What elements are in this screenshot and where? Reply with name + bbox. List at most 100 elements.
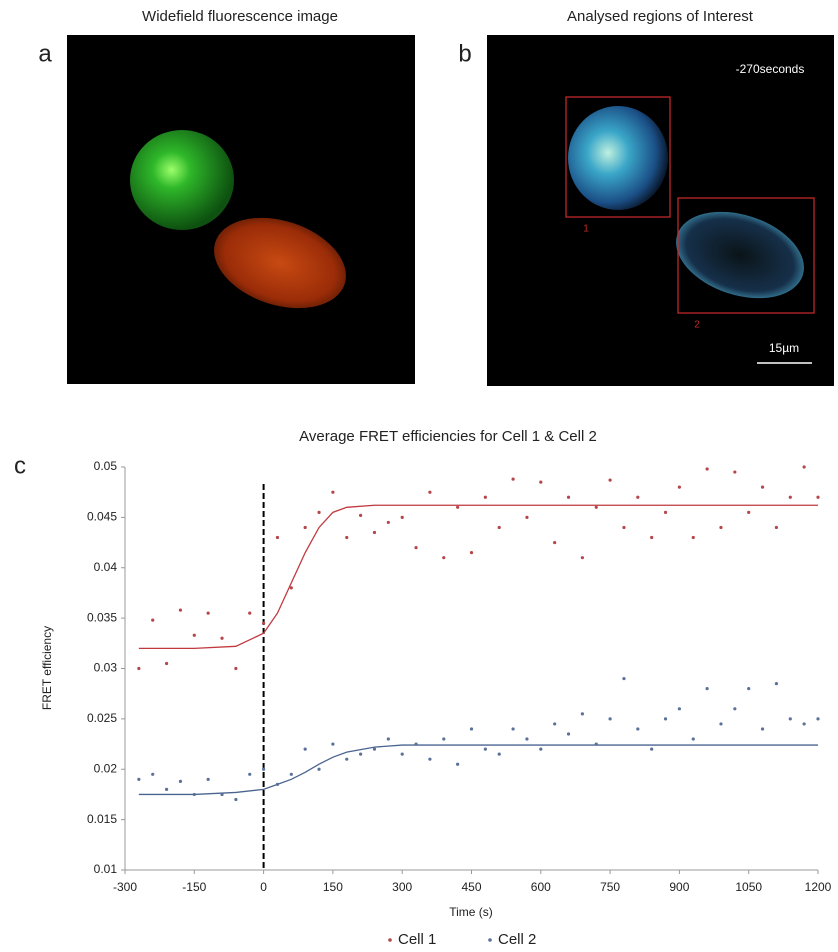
data-point [359, 513, 363, 517]
data-point [802, 722, 806, 726]
fit-line [138, 744, 818, 796]
data-point [234, 666, 238, 671]
x-tick-label: 900 [669, 880, 689, 894]
y-tick-label: 0.01 [94, 862, 118, 876]
data-point [469, 551, 474, 555]
data-point [331, 742, 335, 746]
legend-marker [388, 938, 392, 942]
legend-label: Cell 2 [498, 931, 536, 948]
x-axis-title: Time (s) [449, 905, 493, 919]
data-point [719, 525, 723, 530]
data-point [497, 752, 501, 756]
data-point [580, 556, 584, 560]
y-tick-label: 0.015 [87, 812, 117, 826]
data-point [594, 505, 598, 509]
data-point [691, 737, 695, 741]
timestamp: -270seconds [736, 62, 805, 76]
data-point [428, 757, 432, 761]
data-point [622, 525, 626, 530]
legend-label: Cell 1 [398, 931, 436, 948]
data-point [192, 792, 196, 797]
data-point [220, 636, 224, 640]
data-point [553, 722, 557, 726]
data-point [733, 707, 737, 711]
data-point [289, 586, 293, 590]
data-point [594, 742, 598, 746]
data-point [774, 682, 779, 686]
data-point [442, 556, 446, 560]
data-point [275, 535, 280, 540]
x-tick-label: 1050 [735, 880, 762, 894]
data-point [539, 747, 543, 751]
data-point [691, 535, 695, 540]
data-point [151, 772, 155, 776]
data-point [636, 727, 640, 731]
data-point [733, 470, 737, 474]
data-point [151, 618, 155, 622]
data-point [137, 666, 141, 671]
y-tick-label: 0.03 [94, 661, 118, 675]
panel-label: b [458, 40, 471, 67]
data-point [566, 495, 571, 499]
y-tick-label: 0.025 [87, 711, 117, 725]
data-point [719, 722, 723, 726]
data-point [525, 737, 529, 741]
data-point [262, 621, 266, 625]
data-point [580, 712, 584, 716]
data-point [414, 742, 418, 746]
data-point [192, 633, 196, 637]
panel-label: c [14, 452, 26, 479]
data-point [788, 495, 792, 499]
data-point [539, 480, 543, 484]
data-point [525, 515, 529, 519]
fit-line [138, 504, 818, 649]
data-point [511, 477, 515, 481]
region-label: 2 [694, 320, 700, 331]
data-point [234, 797, 238, 802]
data-point [456, 762, 460, 766]
data-point [428, 490, 432, 494]
data-point [220, 792, 224, 797]
data-point [511, 727, 515, 731]
data-point [248, 611, 252, 615]
y-tick-label: 0.05 [94, 459, 118, 473]
data-point [663, 717, 668, 721]
x-tick-label: -150 [182, 880, 206, 894]
cell [676, 211, 804, 299]
data-point [802, 465, 806, 469]
y-tick-label: 0.045 [87, 510, 117, 524]
x-tick-label: 750 [600, 880, 620, 894]
data-point [372, 747, 377, 751]
panel-title: Analysed regions of Interest [567, 8, 754, 25]
data-point [483, 747, 487, 751]
data-point [275, 782, 280, 786]
plot: 0.01 0.015 0.02 0.025 0.03 0.035 0.04 0.045 0.05… [87, 459, 832, 948]
data-point [400, 515, 404, 519]
data-point [345, 757, 349, 761]
x-tick-label: 300 [392, 880, 412, 894]
panel-label: a [38, 40, 52, 67]
data-point [164, 787, 169, 792]
data-point [553, 540, 557, 545]
cell [214, 217, 346, 309]
data-point [608, 717, 612, 721]
data-point [414, 546, 418, 550]
y-tick-label: 0.02 [94, 761, 118, 775]
data-point [206, 611, 210, 615]
data-point [677, 485, 682, 489]
data-point [289, 772, 293, 776]
data-point [483, 495, 487, 499]
data-point [747, 510, 751, 514]
x-tick-label: 0 [260, 880, 267, 894]
region-label: 1 [583, 224, 589, 235]
region-box [677, 197, 815, 314]
data-point [248, 772, 252, 776]
data-point [386, 520, 390, 525]
data-point [469, 727, 474, 731]
chart-title: Average FRET efficiencies for Cell 1 & C… [299, 428, 597, 445]
data-point [442, 737, 446, 741]
data-point [760, 727, 765, 731]
microscopy-image [67, 35, 415, 384]
